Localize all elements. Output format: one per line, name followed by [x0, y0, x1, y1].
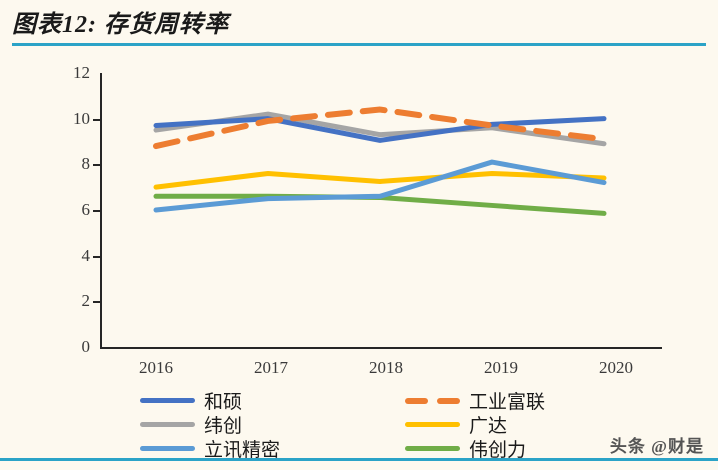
legend-swatch-icon: [405, 445, 460, 451]
series-line-广达: [153, 170, 607, 190]
y-axis-label: 12: [73, 63, 90, 82]
watermark: 头条 @财是: [609, 437, 704, 456]
legend-item[interactable]: 广达: [405, 412, 655, 437]
series-line-和硕: [153, 116, 607, 143]
legend-swatch-icon: [140, 445, 195, 451]
figure-title-text: 图表12: 存货周转率: [12, 12, 229, 38]
y-tick-2: [93, 301, 100, 304]
x-axis-label: 2017: [254, 358, 288, 377]
legend-swatch-icon: [405, 421, 460, 427]
y-axis-line: [93, 73, 102, 349]
legend-item-label: 工业富联: [469, 391, 546, 413]
legend-swatch-icon: [140, 421, 195, 427]
legend-item[interactable]: 纬创: [140, 412, 390, 437]
legend-item-label: 广达: [469, 415, 508, 437]
y-axis-label: 0: [81, 337, 91, 356]
figure-title: 图表12: 存货周转率: [12, 4, 718, 44]
y-tick-4: [93, 255, 100, 258]
legend-item[interactable]: 工业富联: [405, 388, 655, 413]
y-tick-6: [93, 210, 100, 212]
legend-item[interactable]: 伟创力: [405, 436, 655, 461]
legend-column-left: 和硕 纬创 立讯精密: [140, 388, 390, 461]
series-line-立讯精密: [153, 159, 607, 213]
y-axis-label: 8: [81, 154, 91, 174]
legend-column-right: 工业富联 广达 伟创力: [405, 388, 655, 461]
series-lines: [153, 106, 607, 216]
y-axis-label: 2: [81, 291, 91, 311]
legend-item[interactable]: 和硕: [140, 388, 390, 413]
title-divider: [12, 43, 706, 46]
y-axis-labels: 0 2 4 6 8 10 12: [44, 63, 91, 356]
bottom-divider: [0, 458, 718, 461]
y-axis-label: 10: [73, 108, 90, 128]
x-axis-label: 2016: [139, 358, 173, 377]
x-axis-label: 2019: [484, 358, 518, 377]
legend-item-label: 伟创力: [469, 439, 527, 461]
y-tick-8: [93, 164, 100, 167]
legend-swatch-icon: [140, 397, 195, 403]
x-axis-label: 2020: [599, 358, 633, 377]
legend-swatch-icon: [405, 397, 460, 404]
legend-item[interactable]: 立讯精密: [140, 436, 390, 461]
series-line-工业富联: [153, 106, 607, 150]
plot-area: [100, 73, 660, 347]
x-axis-label: 2018: [369, 358, 403, 377]
y-tick-10: [93, 118, 100, 121]
legend-item-label: 立讯精密: [204, 439, 281, 461]
legend: 和硕 纬创 立讯精密 工业富联 广达 伟创力: [140, 388, 640, 461]
y-axis-label: 4: [81, 245, 91, 265]
legend-item-label: 纬创: [204, 415, 243, 437]
y-axis-label: 6: [81, 200, 91, 219]
x-axis-line: [100, 347, 662, 349]
legend-item-label: 和硕: [204, 391, 243, 413]
